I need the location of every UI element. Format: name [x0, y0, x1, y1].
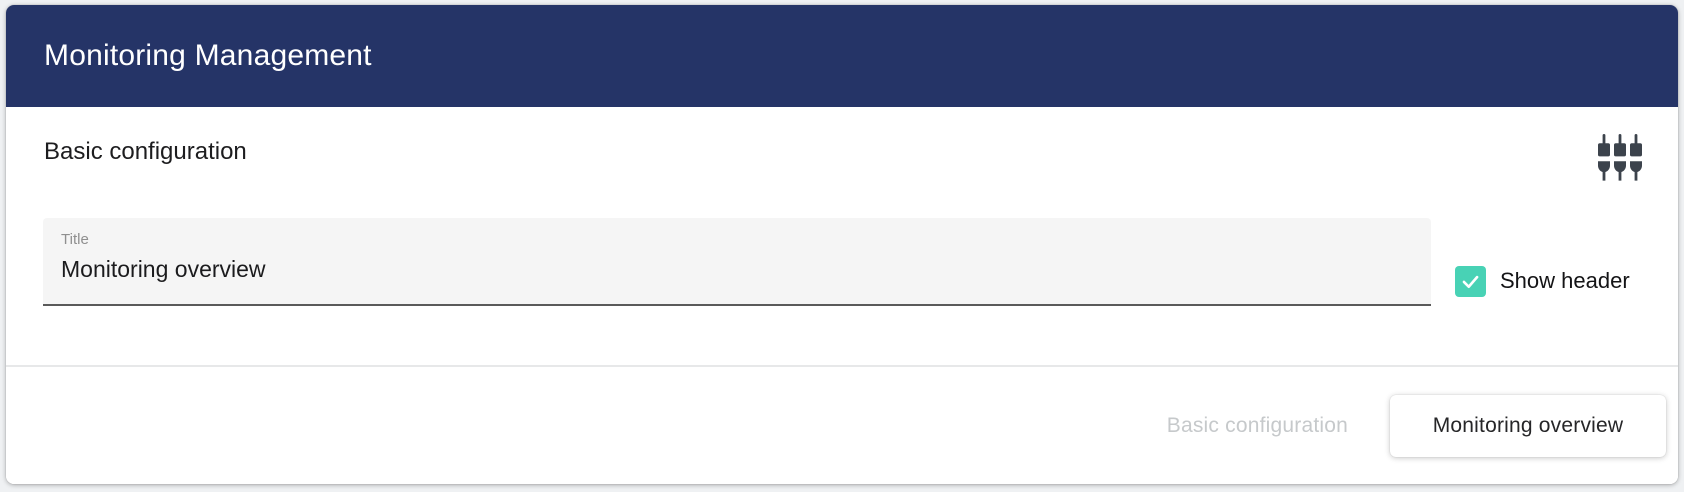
step-monitoring-overview[interactable]: Monitoring overview [1390, 394, 1666, 457]
panel-footer: Basic configuration Monitoring overview [6, 365, 1678, 484]
show-header-checkbox[interactable]: Show header [1455, 265, 1630, 297]
section-heading: Basic configuration [44, 138, 247, 165]
show-header-label: Show header [1500, 268, 1630, 293]
title-field[interactable]: Title [43, 218, 1431, 306]
title-field-label: Title [61, 231, 89, 248]
panel-body: Basic configuration [6, 107, 1678, 365]
settings-input-composite-icon[interactable] [1598, 134, 1642, 182]
page-title: Monitoring Management [44, 39, 372, 72]
step-basic-configuration[interactable]: Basic configuration [1166, 413, 1348, 437]
checkbox-checked-icon[interactable] [1455, 265, 1486, 297]
title-input[interactable] [61, 254, 1413, 284]
panel-header: Monitoring Management [6, 5, 1678, 107]
monitoring-management-panel: Monitoring Management Basic configuratio… [6, 5, 1678, 484]
